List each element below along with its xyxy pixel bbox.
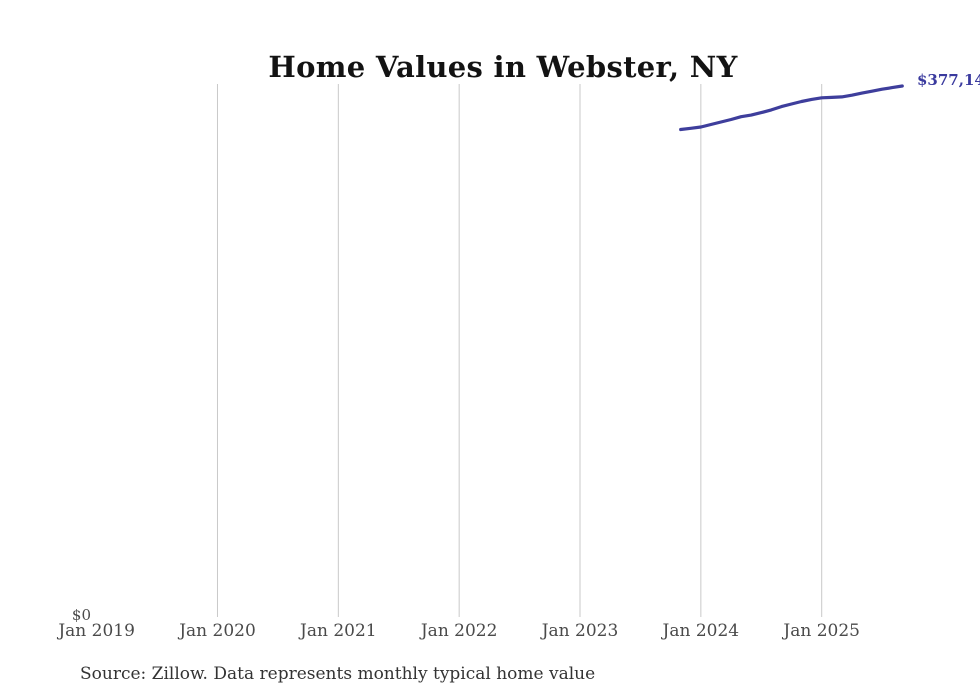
y-axis-zero-label: $0 xyxy=(71,606,91,624)
x-axis-label-jan-2025: Jan 2025 xyxy=(783,621,860,641)
x-axis-label-jan-2022: Jan 2022 xyxy=(420,621,498,641)
source-note: Source: Zillow. Data represents monthly … xyxy=(80,664,596,684)
line-end-value-label: $377,146 xyxy=(917,71,980,89)
x-axis-label-jan-2019: Jan 2019 xyxy=(58,621,135,641)
x-axis-label-jan-2020: Jan 2020 xyxy=(179,621,256,641)
home-value-line xyxy=(679,84,904,132)
x-axis-label-jan-2023: Jan 2023 xyxy=(541,621,619,641)
x-axis-label-jan-2021: Jan 2021 xyxy=(300,621,377,641)
chart-title: Home Values in Webster, NY xyxy=(268,50,738,85)
x-axis-label-jan-2024: Jan 2024 xyxy=(662,621,740,641)
